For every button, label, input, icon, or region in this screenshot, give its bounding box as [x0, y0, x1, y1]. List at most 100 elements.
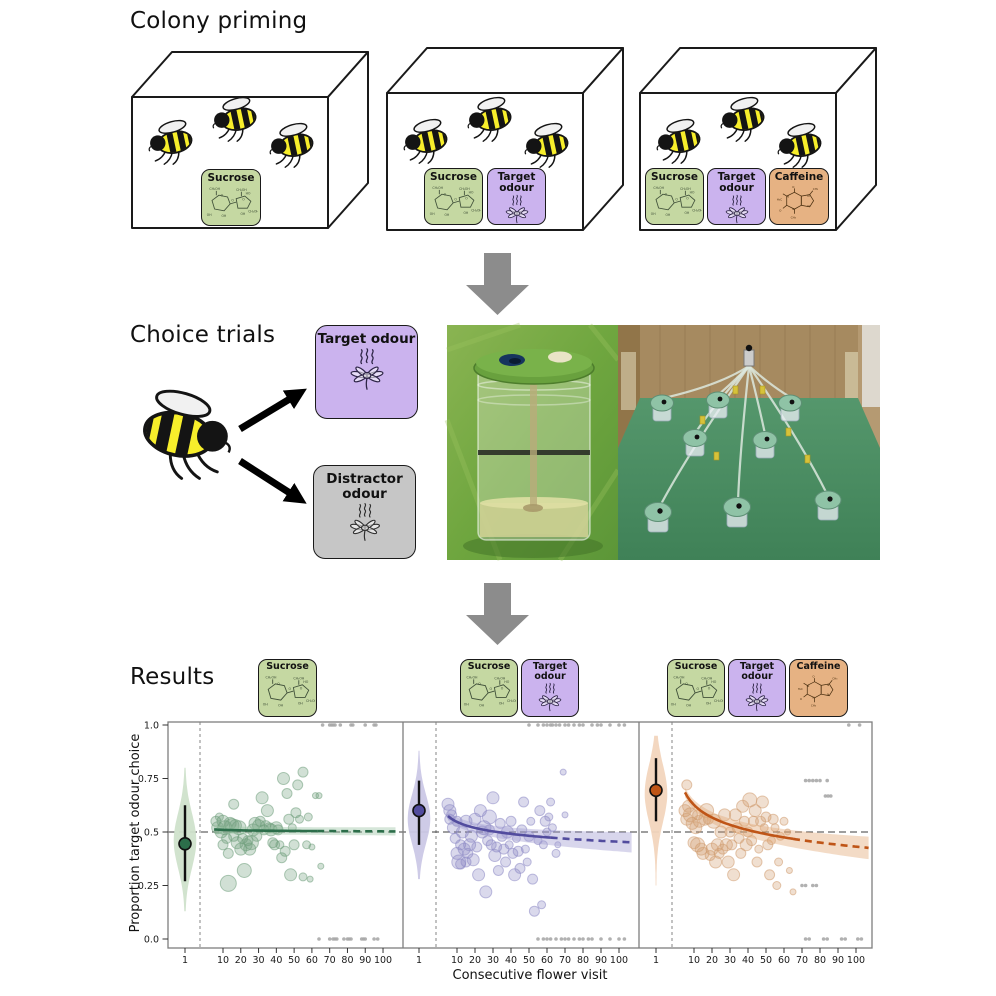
card-target-odour-label: Target odour: [717, 171, 756, 195]
down-arrow-icon: [466, 583, 529, 645]
svg-text:10: 10: [451, 955, 463, 966]
card-sucrose: Sucrose: [424, 168, 483, 225]
svg-text:20: 20: [235, 955, 247, 966]
card-sucrose-label: Sucrose: [207, 172, 255, 184]
svg-text:0.25: 0.25: [138, 881, 159, 892]
svg-text:60: 60: [541, 955, 553, 966]
arena-photo: [618, 325, 880, 560]
svg-text:60: 60: [306, 955, 318, 966]
svg-text:60: 60: [778, 955, 790, 966]
svg-text:70: 70: [559, 955, 571, 966]
arena-feeders: [644, 391, 842, 533]
results-title: Results: [130, 664, 215, 690]
card-caffeine: Caffeine: [769, 168, 829, 225]
svg-text:100: 100: [374, 955, 392, 966]
svg-text:0.75: 0.75: [138, 774, 159, 785]
svg-text:30: 30: [724, 955, 736, 966]
svg-text:10: 10: [217, 955, 229, 966]
svg-text:90: 90: [359, 955, 371, 966]
arrow-to-distractor: [238, 458, 307, 504]
bee-icon: [131, 386, 230, 478]
card-sucrose-label: Sucrose: [467, 661, 511, 672]
svg-text:40: 40: [270, 955, 282, 966]
arrow-to-target: [238, 388, 307, 432]
svg-text:40: 40: [742, 955, 754, 966]
svg-text:90: 90: [832, 955, 844, 966]
down-arrow-icon: [466, 253, 529, 315]
svg-text:30: 30: [487, 955, 499, 966]
svg-text:1: 1: [416, 955, 422, 966]
card-target-odour: Target odour: [707, 168, 766, 225]
flower-scent-icon: [504, 194, 529, 224]
card-sucrose-label: Sucrose: [429, 171, 478, 183]
svg-text:Consecutive flower visit: Consecutive flower visit: [453, 968, 608, 983]
results-card-target-odour: Target odour: [521, 659, 579, 717]
svg-text:80: 80: [577, 955, 589, 966]
sucrose-structure-icon: [261, 675, 315, 708]
flower-scent-icon: [745, 682, 769, 712]
svg-text:50: 50: [288, 955, 300, 966]
svg-text:70: 70: [796, 955, 808, 966]
feeder-jar-photo: [444, 322, 621, 562]
svg-text:30: 30: [253, 955, 265, 966]
svg-text:50: 50: [760, 955, 772, 966]
sucrose-structure-icon: [463, 675, 516, 708]
results-card-sucrose: Sucrose: [667, 659, 725, 717]
card-sucrose: Sucrose: [201, 169, 261, 226]
results-chart: 1.00.750.50.250.01 10 20 30 40 50 60 70 80 90 100 1…: [128, 720, 873, 983]
svg-text:0.0: 0.0: [144, 934, 159, 945]
card-caffeine-label: Caffeine: [774, 171, 824, 183]
caffeine-structure-icon: [776, 184, 820, 220]
svg-text:1: 1: [653, 955, 659, 966]
svg-text:70: 70: [324, 955, 336, 966]
target-odour-label: Target odour: [317, 331, 416, 347]
sucrose-structure-icon: [670, 675, 723, 708]
results-card-sucrose: Sucrose: [460, 659, 518, 717]
jar-disc: [548, 351, 572, 363]
svg-text:40: 40: [505, 955, 517, 966]
arena-entrance: [743, 349, 755, 367]
svg-text:Proportion target odour choice: Proportion target odour choice: [128, 734, 143, 933]
card-target-odour-label: Target odour: [497, 171, 536, 195]
colony-priming-title: Colony priming: [130, 8, 308, 34]
svg-text:100: 100: [610, 955, 628, 966]
choice-trials-title: Choice trials: [130, 322, 276, 348]
svg-text:10: 10: [688, 955, 700, 966]
svg-text:80: 80: [341, 955, 353, 966]
flower-scent-icon: [348, 503, 381, 542]
flower-scent-icon: [349, 348, 384, 390]
svg-text:50: 50: [523, 955, 535, 966]
card-target-odour: Target odour: [487, 168, 546, 225]
svg-text:100: 100: [847, 955, 865, 966]
card-caffeine-label: Caffeine: [796, 661, 841, 672]
svg-text:1.0: 1.0: [144, 720, 159, 731]
sucrose-structure-icon: [428, 185, 481, 218]
results-card-sucrose: Sucrose: [258, 659, 317, 717]
results-card-target-odour: Target odour: [728, 659, 786, 717]
svg-text:90: 90: [595, 955, 607, 966]
distractor-odour-option: Distractor odour: [313, 465, 416, 559]
card-target-odour-label: Target odour: [739, 661, 775, 682]
card-sucrose-label: Sucrose: [650, 171, 699, 183]
sucrose-structure-icon: [206, 186, 258, 219]
distractor-odour-label: Distractor odour: [326, 471, 403, 503]
card-sucrose: Sucrose: [645, 168, 704, 225]
choice-bee: [131, 386, 230, 478]
svg-text:20: 20: [706, 955, 718, 966]
card-target-odour-label: Target odour: [532, 661, 568, 682]
results-card-caffeine: Caffeine: [789, 659, 848, 717]
card-sucrose-label: Sucrose: [674, 661, 718, 672]
sucrose-structure-icon: [649, 185, 702, 218]
svg-text:80: 80: [814, 955, 826, 966]
svg-text:1: 1: [182, 955, 188, 966]
card-sucrose-label: Sucrose: [266, 661, 309, 672]
svg-text:0.5: 0.5: [144, 827, 159, 838]
svg-text:20: 20: [469, 955, 481, 966]
colony-box-2: [386, 47, 624, 231]
caffeine-structure-icon: [796, 674, 838, 709]
target-odour-option: Target odour: [315, 325, 418, 419]
tube-connectors: [699, 385, 811, 464]
flower-scent-icon: [538, 682, 562, 712]
